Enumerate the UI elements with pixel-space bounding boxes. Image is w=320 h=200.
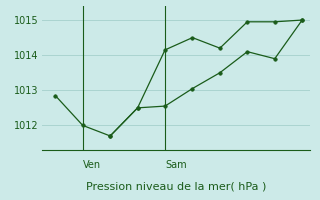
Text: Sam: Sam xyxy=(165,160,187,170)
Text: Ven: Ven xyxy=(83,160,101,170)
Text: Pression niveau de la mer( hPa ): Pression niveau de la mer( hPa ) xyxy=(86,182,266,192)
